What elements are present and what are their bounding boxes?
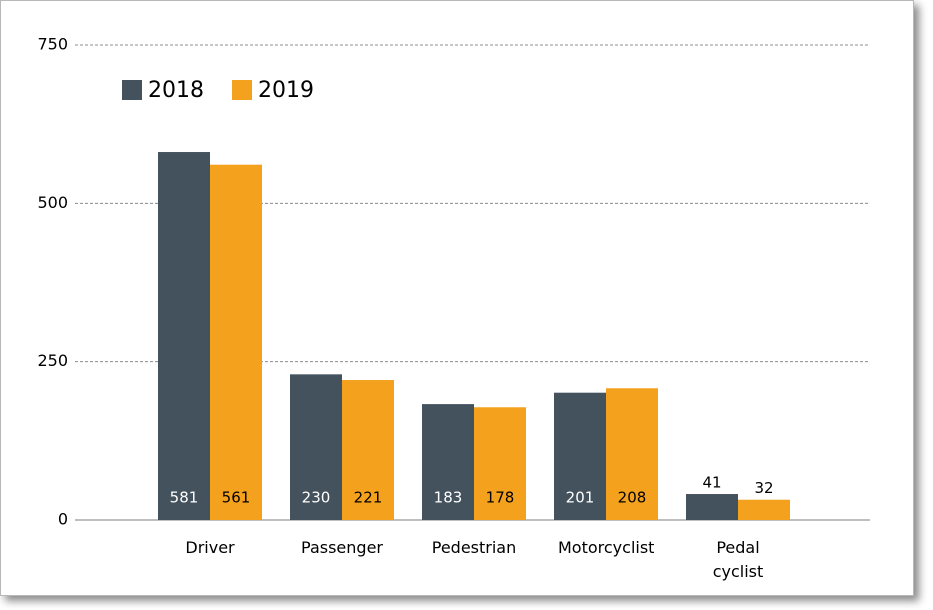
- value-label: 183: [434, 489, 463, 507]
- value-label: 581: [170, 489, 199, 507]
- x-tick-label: Motorcyclist: [558, 538, 655, 557]
- legend-label: 2018: [148, 78, 204, 103]
- legend-swatch: [232, 80, 252, 100]
- value-label: 561: [222, 489, 251, 507]
- y-tick-label: 250: [37, 351, 68, 370]
- x-tick-label: Pedal cyclist: [712, 538, 764, 581]
- legend-label: 2019: [258, 78, 314, 103]
- bar: [474, 407, 526, 520]
- value-label: 208: [618, 489, 647, 507]
- y-tick-label: 500: [37, 193, 68, 212]
- y-tick-label: 0: [58, 510, 68, 529]
- value-label: 201: [566, 489, 595, 507]
- bar: [606, 388, 658, 520]
- value-label: 178: [486, 489, 515, 507]
- value-label: 221: [354, 489, 383, 507]
- bar: [738, 499, 790, 520]
- bar: [158, 152, 210, 521]
- x-tick-label: Passenger: [301, 538, 383, 557]
- x-tick-label: Driver: [185, 538, 235, 557]
- value-label: 32: [754, 479, 773, 497]
- value-label: 41: [702, 474, 721, 492]
- bar: [422, 404, 474, 520]
- bar: [686, 494, 738, 520]
- x-tick-label: Pedestrian: [431, 538, 517, 557]
- bar: [210, 164, 262, 520]
- value-label: 230: [302, 489, 331, 507]
- bar: [342, 380, 394, 520]
- legend-swatch: [122, 80, 142, 100]
- y-tick-label: 750: [37, 35, 68, 54]
- bar: [554, 392, 606, 520]
- bar: [290, 374, 342, 520]
